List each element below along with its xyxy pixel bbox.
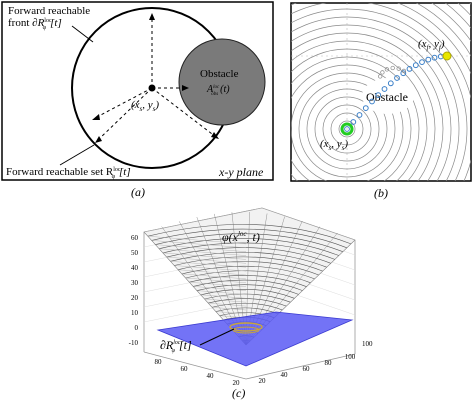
z-tick-label: 50 [131,249,139,257]
plane-label: x-y plane [218,165,264,179]
z-tick-label: -10 [129,339,139,347]
obstacle-disk [179,39,265,125]
z-tick-label: 0 [135,324,139,332]
start-coordinates-b: (xs, ys) [320,138,348,152]
z-tick-label: 30 [131,279,139,287]
z-tick-label: 20 [131,294,139,302]
x-tick-label: 60 [181,365,189,373]
z-tick-label: 40 [131,264,139,272]
x-tick-label: 80 [155,358,163,366]
goal-coordinates: (xf, yf) [418,38,445,52]
y-tick-label: 20 [259,377,267,385]
x-tick-label: 40 [207,372,215,380]
z-tick-label: 60 [131,234,139,242]
z-tick-label: 10 [131,309,139,317]
obstacle-label-b: Obstacle [366,90,408,104]
y-tick-label-right: 100 [362,340,373,348]
y-tick-label: 60 [303,365,311,373]
caption-a: (a) [131,185,145,199]
caption-b: (b) [374,186,388,200]
caption-c: (c) [232,386,245,400]
y-tick-label: 100 [345,353,356,361]
front-label-line1: Forward reachable [8,5,90,17]
y-tick-label: 80 [325,359,333,367]
start-point-dot [149,85,156,92]
obstacle-label: Obstacle [200,68,239,80]
z-axis-ticks: 60 50 40 30 20 10 0 -10 [129,234,139,347]
goal-marker [443,52,451,60]
start-coordinates: (xs, ys) [131,99,159,113]
y-tick-label: 40 [281,371,289,379]
